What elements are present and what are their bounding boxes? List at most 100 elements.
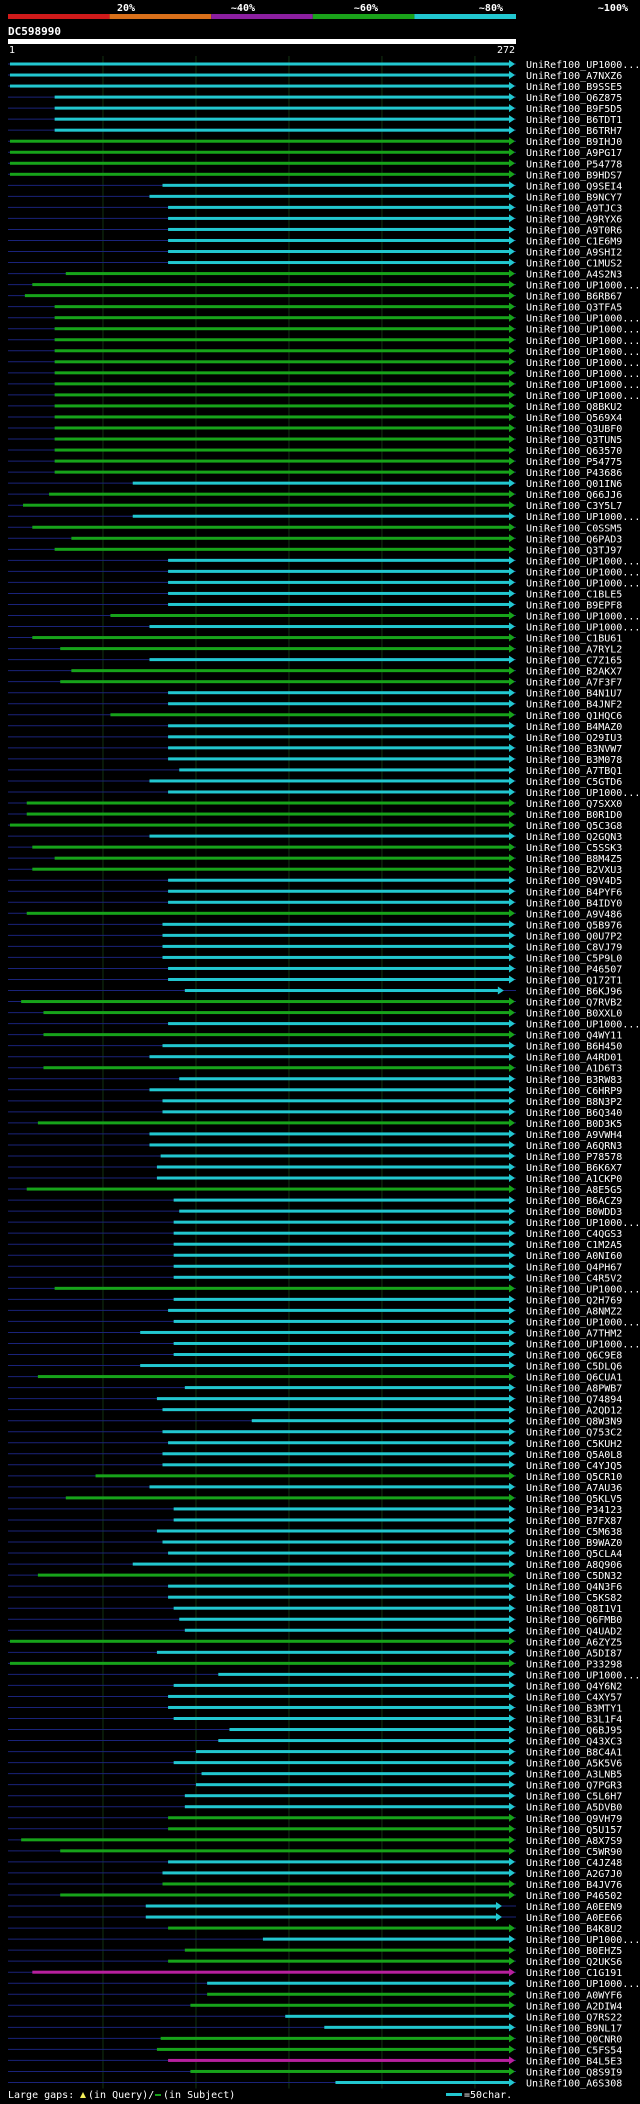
hit-arrow [509, 501, 515, 510]
hit-row: UniRef100_UP1000... [8, 512, 640, 523]
hit-row: UniRef100_B0EHZ5 [8, 1946, 622, 1957]
hit-arrow [509, 115, 515, 124]
hit-arrow [509, 1405, 515, 1414]
query-ruler [8, 39, 516, 44]
hit-row: UniRef100_UP1000... [8, 335, 640, 347]
hit-bar [156, 1529, 510, 1533]
hit-bar [162, 1044, 511, 1048]
hit-label: UniRef100_B0R1D0 [526, 810, 622, 821]
hit-arrow [509, 236, 515, 245]
hit-bar [132, 1562, 510, 1566]
hit-arrow [509, 799, 515, 808]
hit-bar [160, 2036, 510, 2040]
hit-row: UniRef100_Q29IU3 [8, 732, 622, 744]
hit-label: UniRef100_UP1000... [526, 314, 640, 325]
hit-label: UniRef100_C5GTD6 [526, 777, 622, 788]
hit-bar [54, 338, 511, 342]
hit-row: UniRef100_A0WYF6 [8, 1990, 622, 2001]
hit-row: UniRef100_A9RYX6 [8, 214, 622, 225]
hit-row: UniRef100_Q6C9E8 [8, 1350, 622, 1362]
hit-row: UniRef100_B0R1D0 [8, 810, 622, 821]
hit-arrow [509, 1515, 515, 1524]
hit-arrow [509, 1758, 515, 1767]
hit-bar [190, 2003, 510, 2007]
hit-arrow [509, 1979, 515, 1988]
hit-label: UniRef100_B4PYF6 [526, 887, 622, 898]
hit-arrow [509, 1427, 515, 1436]
hit-row: UniRef100_B6K6X7 [8, 1163, 622, 1174]
hit-row: UniRef100_C1BU61 [8, 633, 622, 645]
hit-label: UniRef100_Q4UAD2 [526, 1626, 622, 1637]
hit-label: UniRef100_Q8I1V1 [526, 1604, 622, 1615]
hit-label: UniRef100_Q8S9I9 [526, 2067, 622, 2078]
hit-arrow [509, 876, 515, 885]
hit-row: UniRef100_B0XXL0 [8, 1008, 622, 1020]
hit-label: UniRef100_C1BLE5 [526, 589, 622, 600]
scale-segment [414, 14, 516, 19]
hit-arrow [509, 1350, 515, 1359]
hit-bar [132, 514, 510, 518]
hit-row: UniRef100_B4N1U7 [8, 688, 622, 700]
hit-row: UniRef100_A7RYL2 [8, 644, 622, 656]
hit-bar [324, 2025, 510, 2029]
hit-label: UniRef100_B3L1F4 [526, 1715, 622, 1726]
hit-bar [54, 128, 511, 132]
hit-bar [26, 812, 510, 816]
hit-row: UniRef100_B3MTY1 [8, 1703, 622, 1714]
hit-label: UniRef100_UP1000... [526, 1339, 640, 1350]
hit-label: UniRef100_Q569X4 [526, 413, 622, 424]
hit-arrow [509, 2056, 515, 2065]
hit-bar [218, 1739, 510, 1743]
hit-arrow [509, 1493, 515, 1502]
hit-arrow [509, 368, 515, 377]
hit-bar [149, 625, 510, 629]
hit-bar [54, 106, 511, 110]
hit-bar [201, 1772, 510, 1776]
hit-row: UniRef100_C5SSK3 [8, 843, 622, 854]
hit-row: UniRef100_Q0CNR0 [8, 2034, 622, 2045]
hit-arrow [509, 787, 515, 796]
hit-arrow [509, 776, 515, 785]
hit-row: UniRef100_A7NXZ6 [8, 71, 622, 82]
hit-bar [10, 150, 510, 154]
hit-row: UniRef100_Q7SXX0 [8, 799, 622, 810]
hit-row: UniRef100_UP1000... [8, 390, 640, 402]
hit-arrow [509, 909, 515, 918]
hit-label: UniRef100_C5DLQ6 [526, 1362, 622, 1373]
hit-arrow [509, 843, 515, 852]
hit-label: UniRef100_Q753C2 [526, 1428, 622, 1439]
hit-label: UniRef100_Q74894 [526, 1395, 622, 1406]
hit-row: UniRef100_C5M638 [8, 1526, 622, 1538]
hit-arrow [509, 82, 515, 91]
hit-row: UniRef100_B3L1F4 [8, 1714, 622, 1726]
hit-row: UniRef100_A9SHI2 [8, 247, 622, 259]
hit-row: UniRef100_B4IDY0 [8, 898, 622, 909]
hit-arrow [509, 291, 515, 300]
hit-row: UniRef100_UP1000... [8, 567, 640, 578]
hit-row: UniRef100_C4XY57 [8, 1692, 622, 1703]
hit-row: UniRef100_C5DN32 [8, 1571, 622, 1582]
hit-arrow [509, 1151, 515, 1160]
hit-bar [140, 1330, 510, 1334]
hit-arrow [509, 1063, 515, 1072]
hit-arrow [509, 2078, 515, 2087]
hit-bar [190, 2069, 510, 2073]
hit-bar [162, 1452, 511, 1456]
hit-arrow [509, 964, 515, 973]
scale-segment [8, 14, 110, 19]
hit-arrow [509, 1935, 515, 1944]
hit-arrow [509, 1813, 515, 1822]
hit-arrow [509, 810, 515, 819]
hit-row: UniRef100_B3NVW7 [8, 743, 622, 755]
hit-label: UniRef100_Q7RS22 [526, 2012, 622, 2023]
scale-segment [109, 14, 212, 19]
hit-arrow [509, 611, 515, 620]
hit-arrow [509, 1328, 515, 1337]
hit-label: UniRef100_C4XY57 [526, 1692, 622, 1703]
hit-row: UniRef100_C6HRP9 [8, 1085, 622, 1097]
hit-label: UniRef100_C4R5V2 [526, 1273, 622, 1284]
hit-label: UniRef100_P43686 [526, 468, 622, 479]
hit-label: UniRef100_C5DN32 [526, 1571, 622, 1582]
hit-label: UniRef100_Q4N3F6 [526, 1582, 622, 1593]
hit-arrow [509, 401, 515, 410]
